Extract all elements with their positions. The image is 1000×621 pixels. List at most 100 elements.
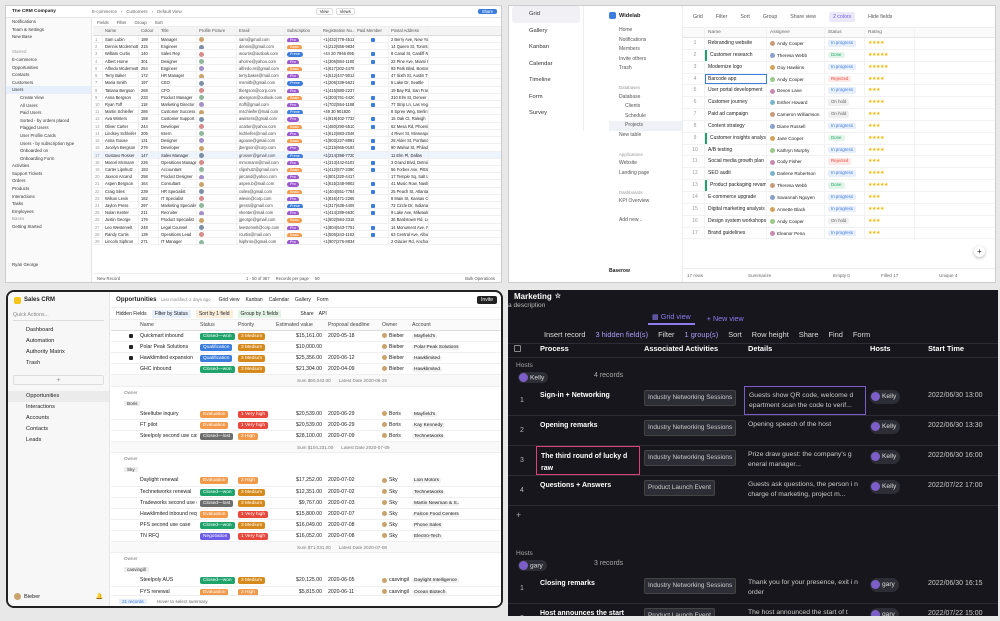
- table-row[interactable]: 16 Design system workshops Andy Cooper On h…: [683, 215, 995, 228]
- table-row[interactable]: PFS second use case Closed—won 3 Medium $16…: [111, 520, 501, 531]
- cell-assignee[interactable]: Guy Hawkins: [767, 61, 825, 73]
- cell-registration[interactable]: +1(615)248-9902: [323, 180, 355, 187]
- cell-associated-activities[interactable]: Industry Networking Sessions: [640, 416, 744, 445]
- sidebar-item[interactable]: Sorted - by orders placed: [20, 117, 70, 123]
- table-row[interactable]: Polar Peak Solutions Qualification 3 Mediu…: [111, 342, 501, 354]
- cell-profile-picture[interactable]: [197, 180, 237, 187]
- sidebar-item[interactable]: Create View: [20, 94, 44, 100]
- row-select[interactable]: [111, 431, 137, 441]
- cell-name[interactable]: Justin George: [103, 216, 139, 223]
- cell-rating[interactable]: ★★★★: [865, 38, 915, 49]
- cell-name[interactable]: Ava Winters: [103, 115, 139, 122]
- table-row[interactable]: 6 Customer journey Esther Howard On hold ★★★…: [683, 97, 995, 110]
- cell-registration[interactable]: +1(412)577-3390: [323, 165, 355, 173]
- nav-item[interactable]: Landing page: [619, 169, 650, 176]
- column-header[interactable]: Registration Nu..: [323, 27, 355, 35]
- cell-paid-member[interactable]: [355, 223, 389, 230]
- cell-estimated-value[interactable]: $21,304.00: [296, 366, 322, 373]
- cell-title[interactable]: Sales Manager: [159, 151, 197, 158]
- cell-paid-member[interactable]: [355, 194, 389, 202]
- cell-estimated-value[interactable]: $16,049.00: [296, 521, 322, 528]
- table-row[interactable]: 4 Albert Horne 301 Designer ahorne@yahoo.com…: [93, 57, 501, 65]
- table-row[interactable]: Daylight renewal Evaluation 2 High $17,252.…: [111, 475, 501, 487]
- cell-paid-member[interactable]: [355, 86, 389, 93]
- cell-name[interactable]: Steelpoly AUS: [140, 577, 174, 584]
- user-profile[interactable]: Bieber: [14, 593, 40, 600]
- cell-email[interactable]: ocarter@yahoo.com: [237, 122, 285, 129]
- cell-estimated-value[interactable]: $5,815.00: [298, 588, 322, 595]
- cell-email[interactable]: dennis@gmail.com: [237, 43, 285, 50]
- cell-colour[interactable]: 244: [139, 122, 159, 129]
- cell-priority[interactable]: 3 Medium: [235, 331, 273, 341]
- cell-paid-member[interactable]: [355, 216, 389, 223]
- group-header[interactable]: Hosts: [516, 550, 533, 557]
- column-header[interactable]: Email: [237, 27, 285, 35]
- cell-priority[interactable]: 2 High: [235, 431, 273, 441]
- cell-start-time[interactable]: 2022/07/22 17:00: [928, 482, 983, 489]
- sidebar-item[interactable]: Onboarding Form: [20, 155, 55, 161]
- view-option-survey[interactable]: Survey: [529, 110, 548, 116]
- group-header[interactable]: Hosts: [516, 362, 533, 369]
- cell-title[interactable]: HR Manager: [159, 72, 197, 79]
- row-select[interactable]: [111, 420, 137, 430]
- cell-account[interactable]: Lion Motors: [409, 475, 459, 485]
- nav-item[interactable]: [609, 178, 682, 188]
- cell-name[interactable]: Modernize logo: [705, 61, 767, 73]
- sidebar-item[interactable]: [6, 41, 91, 49]
- table-row[interactable]: 15 Anna Gouse 131 Designer agouse@gmail.com B…: [93, 137, 501, 145]
- cell-colour[interactable]: 205: [139, 129, 159, 137]
- cell-registration[interactable]: +1(512)447-9012: [323, 72, 355, 79]
- cell-colour[interactable]: 233: [139, 93, 159, 100]
- cell-account[interactable]: Technetworks: [409, 487, 459, 497]
- cell-process[interactable]: The third round of lucky d raw: [536, 446, 640, 475]
- cell-priority[interactable]: 1 Very high: [235, 420, 273, 430]
- cell-status[interactable]: Evaluation: [197, 587, 235, 597]
- table-row[interactable]: 28 Randy Curtis 139 Operations Lead rcurtis@…: [93, 230, 501, 239]
- cell-proposal-deadline[interactable]: 2020-06-05: [328, 577, 355, 584]
- cell-owner[interactable]: Bieber: [379, 364, 409, 374]
- cell-hosts[interactable]: Kelly: [866, 446, 924, 475]
- checkbox-checked[interactable]: [370, 189, 375, 194]
- cell-colour[interactable]: 301: [139, 57, 159, 64]
- table-row[interactable]: 11 Martin Schleifer 286 Customer Success msc…: [93, 108, 501, 116]
- table-row[interactable]: 14 Lindsey Schleifer 205 Intern lschleifer@m…: [93, 129, 501, 138]
- cell-owner[interactable]: Sky: [379, 487, 409, 497]
- cell-estimated-value[interactable]: $28,100.00: [296, 432, 322, 439]
- toolbar-button[interactable]: Row height: [751, 329, 789, 339]
- cell-name[interactable]: Anna Gouse: [103, 137, 139, 144]
- cell-colour[interactable]: 271: [139, 238, 159, 245]
- cell-paid-member[interactable]: [355, 230, 389, 238]
- cell-status[interactable]: Closed—won: [197, 331, 235, 341]
- cell-email[interactable]: awinters@gmail.com: [237, 115, 285, 122]
- table-row[interactable]: 2 Host announces the start Product Launch …: [508, 604, 998, 616]
- cell-name[interactable]: Albert Horne: [103, 57, 139, 64]
- cell-paid-member[interactable]: [355, 72, 389, 79]
- cell-priority[interactable]: 3 Medium: [235, 498, 273, 508]
- cell-priority[interactable]: 3 Medium: [235, 342, 273, 352]
- cell-profile-picture[interactable]: [197, 57, 237, 64]
- cell-paid-member[interactable]: [355, 129, 389, 137]
- cell-hosts[interactable]: Kelly: [866, 416, 924, 445]
- cell-subscription[interactable]: Pro: [285, 180, 321, 187]
- cell-name[interactable]: PFS second use case: [140, 521, 191, 528]
- cell-process[interactable]: Closing remarks: [540, 580, 595, 587]
- cell-owner[interactable]: Sky: [379, 531, 409, 541]
- quick-actions-input[interactable]: Quick Actions...: [13, 312, 104, 321]
- cell-assignee[interactable]: Andy Cooper: [767, 215, 825, 227]
- cell-title[interactable]: IT Specialist: [159, 194, 197, 202]
- toolbar-button[interactable]: Fields: [97, 19, 109, 25]
- cell-colour[interactable]: 176: [139, 216, 159, 223]
- cell-registration[interactable]: +1(503)227-8891: [323, 137, 355, 144]
- toolbar-button[interactable]: Share: [300, 310, 314, 317]
- cell-start-time[interactable]: 2022/06/30 16:15: [928, 580, 983, 587]
- cell-profile-picture[interactable]: [197, 115, 237, 122]
- cell-registration[interactable]: +1(919)402-7733: [323, 115, 355, 122]
- row-select[interactable]: [111, 409, 137, 419]
- cell-estimated-value[interactable]: $20,125.00: [296, 577, 322, 584]
- toolbar-filter[interactable]: Filter: [715, 13, 728, 20]
- cell-subscription[interactable]: Pro: [285, 115, 321, 122]
- table-row[interactable]: 4 Barcode app Andy Cooper Rejected ★★★★: [683, 73, 995, 86]
- cell-rating[interactable]: ★★★: [865, 120, 915, 132]
- cell-profile-picture[interactable]: [197, 158, 237, 165]
- add-table-button[interactable]: +: [13, 375, 104, 385]
